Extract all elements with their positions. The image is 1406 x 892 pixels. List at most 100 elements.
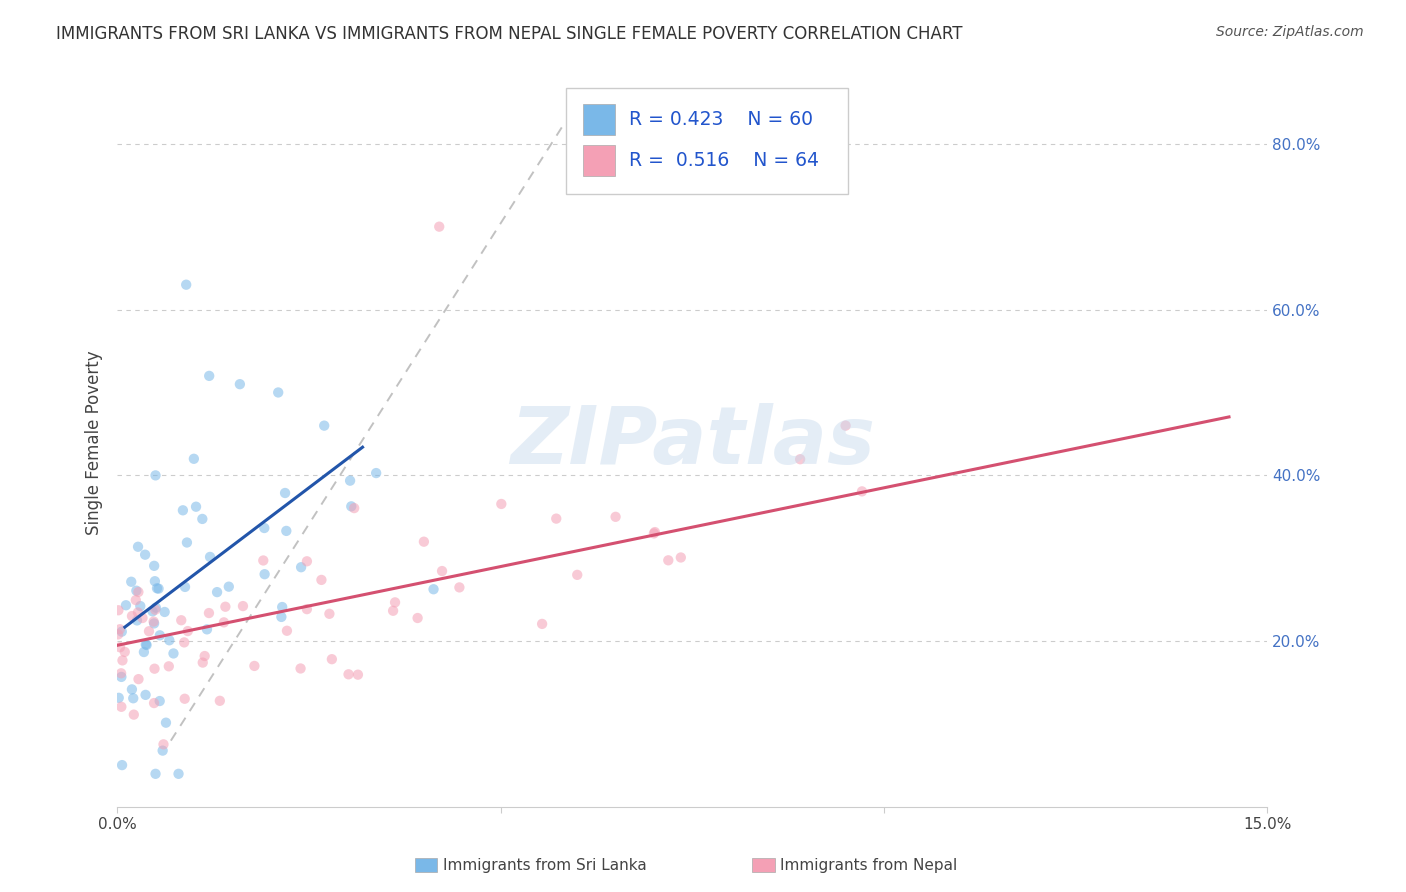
Point [567,567,589,582]
Point [449,581,471,595]
Point [198,549,221,564]
Point [789,452,811,467]
Point [427,219,450,234]
Point [152,743,174,757]
Point [834,418,856,433]
Point [107,690,129,705]
Point [145,468,167,483]
Point [851,484,873,499]
Point [337,667,360,681]
FancyBboxPatch shape [583,145,616,176]
Point [657,553,679,567]
Point [314,418,336,433]
Point [191,512,214,526]
Point [111,624,134,639]
Point [644,525,666,540]
Point [108,640,131,655]
Point [153,605,176,619]
Point [274,486,297,500]
Point [132,645,155,659]
Point [412,534,434,549]
Point [121,609,143,624]
Point [546,511,568,525]
Point [107,603,129,617]
Point [252,553,274,567]
Point [157,659,180,673]
Point [162,647,184,661]
Point [311,573,333,587]
Point [143,616,166,631]
Point [183,451,205,466]
Point [218,580,240,594]
Point [422,582,444,597]
Point [149,694,172,708]
Point [270,610,292,624]
Point [174,277,197,292]
Point [318,607,340,621]
Point [121,682,143,697]
Point [143,574,166,589]
Point [295,602,318,616]
Point [669,550,692,565]
FancyBboxPatch shape [565,88,848,194]
Point [195,623,218,637]
Point [172,503,194,517]
Point [276,624,298,638]
Point [110,666,132,681]
Point [129,599,152,613]
Point [155,715,177,730]
Point [125,583,148,598]
Text: R =  0.516    N = 64: R = 0.516 N = 64 [628,151,820,170]
Point [198,606,221,620]
Point [295,554,318,568]
Point [276,524,298,538]
Point [290,661,312,675]
Point [194,648,217,663]
Point [146,582,169,596]
Point [143,662,166,676]
Point [212,615,235,630]
Text: Immigrants from Sri Lanka: Immigrants from Sri Lanka [443,858,647,872]
Point [173,691,195,706]
Point [111,758,134,772]
Point [135,637,157,651]
Point [127,540,149,554]
Point [271,600,294,615]
Point [214,599,236,614]
Point [138,624,160,639]
FancyBboxPatch shape [583,104,616,135]
Point [177,624,200,638]
Point [198,368,221,383]
Point [127,585,149,599]
Point [152,737,174,751]
Text: ZIPatlas: ZIPatlas [510,403,875,481]
Point [339,474,361,488]
Point [122,691,145,706]
Point [167,767,190,781]
Point [128,672,150,686]
Point [110,670,132,684]
Point [131,611,153,625]
Point [267,385,290,400]
Point [343,501,366,516]
Point [321,652,343,666]
Point [491,497,513,511]
Point [191,656,214,670]
Point [643,526,665,541]
Point [111,653,134,667]
Point [143,696,166,710]
Point [184,500,207,514]
Point [114,645,136,659]
Point [170,613,193,627]
Point [107,627,129,641]
Point [208,694,231,708]
Point [145,767,167,781]
Point [115,599,138,613]
Point [125,593,148,607]
Y-axis label: Single Female Poverty: Single Female Poverty [86,350,103,534]
Point [142,604,165,618]
Text: IMMIGRANTS FROM SRI LANKA VS IMMIGRANTS FROM NEPAL SINGLE FEMALE POVERTY CORRELA: IMMIGRANTS FROM SRI LANKA VS IMMIGRANTS … [56,25,963,43]
Point [605,509,627,524]
Point [122,707,145,722]
Point [253,521,276,535]
